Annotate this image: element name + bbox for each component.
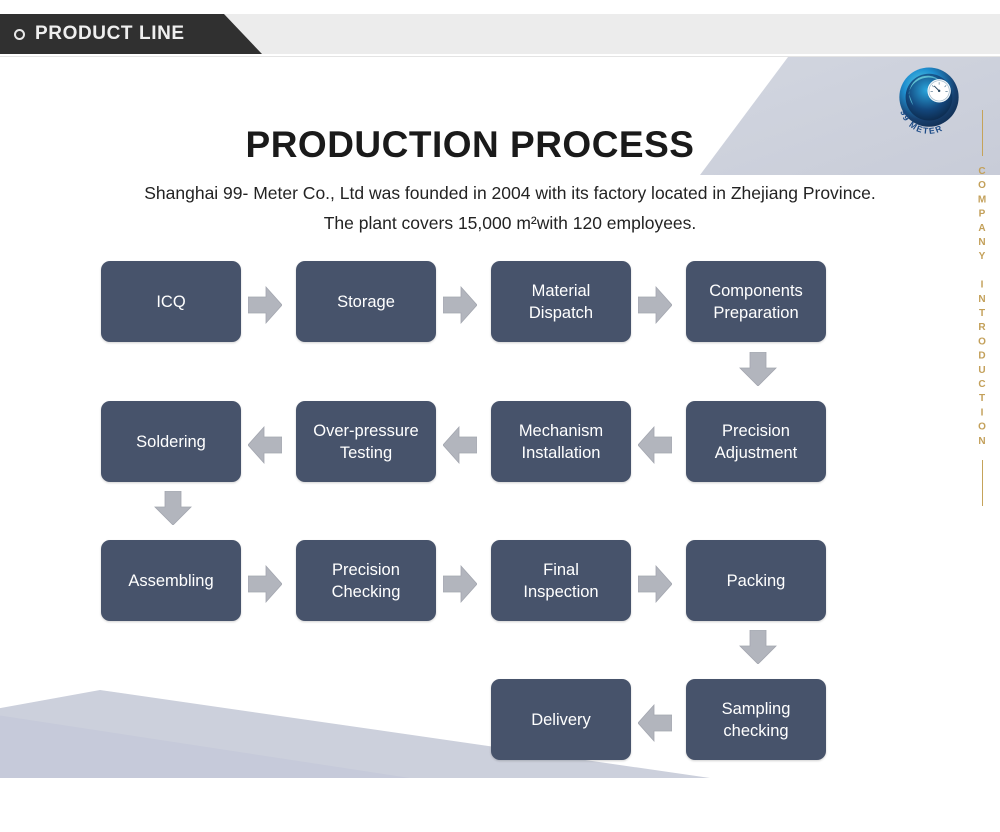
flow-node-label: Delivery [531, 710, 591, 729]
flow-node-label: Mechanism Installation [518, 421, 604, 462]
flow-node-label: Storage [337, 292, 395, 311]
arrow-packing-to-sampling-icon [738, 630, 778, 664]
flow-node-precision-checking[interactable]: Precision Checking [296, 540, 436, 621]
flow-node-final-inspection[interactable]: Final Inspection [491, 540, 631, 621]
flow-node-label: Precision Adjustment [714, 421, 798, 462]
flow-node-label: Precision Checking [331, 560, 401, 601]
flow-node-icq[interactable]: ICQ [101, 261, 241, 342]
arrow-storage-to-material-dispatch-icon [443, 285, 477, 325]
flow-node-components-prep[interactable]: Components Preparation [686, 261, 826, 342]
header-tab-label: PRODUCT LINE [35, 23, 185, 44]
arrow-soldering-to-assembling-icon [153, 491, 193, 525]
circle-outline-icon [14, 28, 25, 40]
header-tab[interactable]: PRODUCT LINE [0, 14, 262, 54]
flow-node-sampling-checking[interactable]: Sampling checking [686, 679, 826, 760]
flow-node-precision-adjust[interactable]: Precision Adjustment [686, 401, 826, 482]
arrow-components-to-precision-adjust-icon [738, 352, 778, 386]
arrow-precision-adjust-to-mechanism-icon [638, 425, 672, 465]
flow-node-over-pressure-test[interactable]: Over-pressure Testing [296, 401, 436, 482]
arrow-final-to-packing-icon [638, 564, 672, 604]
arrow-precision-check-to-final-icon [443, 564, 477, 604]
flow-node-label: Assembling [128, 571, 214, 590]
flow-node-label: ICQ [156, 292, 186, 311]
arrow-mechanism-to-over-pressure-icon [443, 425, 477, 465]
vertical-caption: COMPANY INTRODUCTION [976, 166, 988, 450]
header-divider [0, 56, 1000, 57]
99-meter-logo: 99 METER [890, 62, 968, 140]
flow-node-label: Components Preparation [709, 281, 803, 322]
side-rail: COMPANY INTRODUCTION [962, 110, 1000, 506]
arrow-sampling-to-delivery-icon [638, 703, 672, 743]
flow-node-label: Packing [726, 571, 786, 590]
arrow-material-to-components-icon [638, 285, 672, 325]
page-title: PRODUCTION PROCESS [245, 124, 695, 165]
arrow-over-pressure-to-soldering-icon [248, 425, 282, 465]
flow-node-label: Material Dispatch [528, 281, 594, 322]
flow-node-delivery[interactable]: Delivery [491, 679, 631, 760]
flow-node-soldering[interactable]: Soldering [101, 401, 241, 482]
flow-node-label: Over-pressure Testing [313, 421, 419, 462]
flow-node-material-dispatch[interactable]: Material Dispatch [491, 261, 631, 342]
rail-line-top [981, 110, 983, 156]
flow-node-assembling[interactable]: Assembling [101, 540, 241, 621]
rail-line-bottom [981, 460, 983, 506]
arrow-assembling-to-precision-check-icon [248, 564, 282, 604]
flow-node-label: Soldering [136, 432, 206, 451]
flow-node-storage[interactable]: Storage [296, 261, 436, 342]
flow-node-mechanism-install[interactable]: Mechanism Installation [491, 401, 631, 482]
arrow-icq-to-storage-icon [248, 285, 282, 325]
flow-node-packing[interactable]: Packing [686, 540, 826, 621]
page-subtitle: Shanghai 99- Meter Co., Ltd was founded … [144, 183, 876, 233]
flow-node-label: Final Inspection [523, 560, 599, 601]
flow-node-label: Sampling checking [721, 699, 791, 740]
